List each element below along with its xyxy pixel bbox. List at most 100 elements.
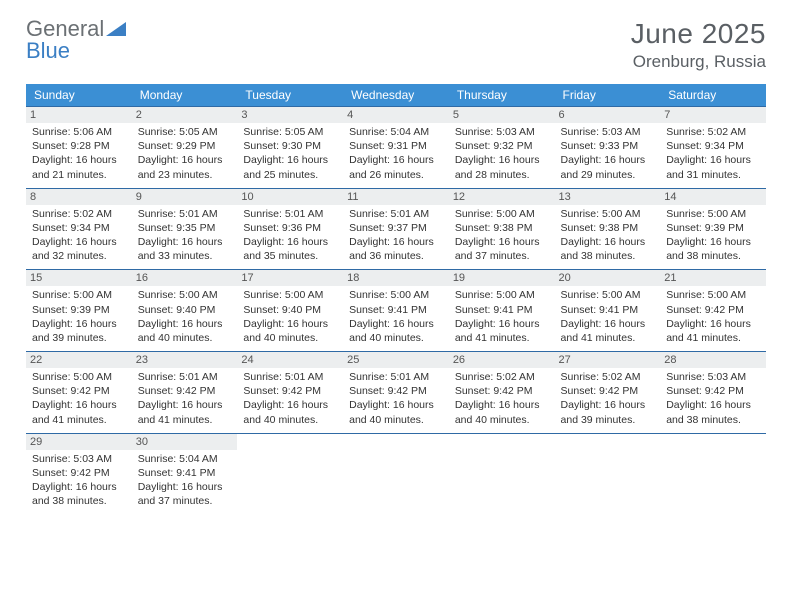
sunrise-text: Sunrise: 5:02 AM [666,125,760,139]
sunset-text: Sunset: 9:40 PM [243,303,337,317]
calendar-cell: 26Sunrise: 5:02 AMSunset: 9:42 PMDayligh… [449,352,555,434]
title-block: June 2025 Orenburg, Russia [631,18,766,72]
daylight-text-1: Daylight: 16 hours [561,153,655,167]
daylight-text-1: Daylight: 16 hours [666,317,760,331]
sunrise-text: Sunrise: 5:00 AM [666,207,760,221]
daylight-text-2: and 37 minutes. [138,494,232,508]
daylight-text-1: Daylight: 16 hours [349,235,443,249]
day-number: 20 [555,270,661,286]
calendar-cell: 5 Sunrise: 5:03 AMSunset: 9:32 PMDaylight… [449,107,555,189]
sunrise-text: Sunrise: 5:02 AM [561,370,655,384]
day-number: 14 [660,189,766,205]
sunrise-text: Sunrise: 5:01 AM [138,370,232,384]
daylight-text-2: and 28 minutes. [455,168,549,182]
calendar-cell: 6Sunrise: 5:03 AMSunset: 9:33 PMDaylight… [555,107,661,189]
sunset-text: Sunset: 9:42 PM [561,384,655,398]
sunrise-text: Sunrise: 5:05 AM [138,125,232,139]
sunrise-text: Sunrise: 5:04 AM [349,125,443,139]
sunrise-text: Sunrise: 5:01 AM [243,370,337,384]
daylight-text-2: and 29 minutes. [561,168,655,182]
dayname: Thursday [449,84,555,107]
day-number: 3 [237,107,343,123]
daylight-text-2: and 41 minutes. [561,331,655,345]
daylight-text-2: and 40 minutes. [138,331,232,345]
daylight-text-2: and 31 minutes. [666,168,760,182]
logo-word2: Blue [26,38,70,63]
dayname-row: Sunday Monday Tuesday Wednesday Thursday… [26,84,766,107]
calendar-week: 8Sunrise: 5:02 AMSunset: 9:34 PMDaylight… [26,188,766,270]
day-number: 17 [237,270,343,286]
day-number: 18 [343,270,449,286]
sunset-text: Sunset: 9:41 PM [455,303,549,317]
sunset-text: Sunset: 9:42 PM [349,384,443,398]
sunset-text: Sunset: 9:37 PM [349,221,443,235]
sunset-text: Sunset: 9:38 PM [561,221,655,235]
page-header: General Blue June 2025 Orenburg, Russia [26,18,766,72]
day-number: 13 [555,189,661,205]
daylight-text-2: and 38 minutes. [666,249,760,263]
calendar-week: 15Sunrise: 5:00 AMSunset: 9:39 PMDayligh… [26,270,766,352]
calendar-cell: 2Sunrise: 5:05 AMSunset: 9:29 PMDaylight… [132,107,238,189]
daylight-text-2: and 41 minutes. [666,331,760,345]
calendar-cell: 4Sunrise: 5:04 AMSunset: 9:31 PMDaylight… [343,107,449,189]
calendar-cell: 11Sunrise: 5:01 AMSunset: 9:37 PMDayligh… [343,188,449,270]
calendar-cell: 8Sunrise: 5:02 AMSunset: 9:34 PMDaylight… [26,188,132,270]
calendar-week: 22Sunrise: 5:00 AMSunset: 9:42 PMDayligh… [26,352,766,434]
calendar-cell: 16Sunrise: 5:00 AMSunset: 9:40 PMDayligh… [132,270,238,352]
day-number: 16 [132,270,238,286]
dayname: Tuesday [237,84,343,107]
sunrise-text: Sunrise: 5:03 AM [666,370,760,384]
day-number: 19 [449,270,555,286]
day-number: 27 [555,352,661,368]
day-number: 21 [660,270,766,286]
logo: General Blue [26,18,126,62]
sunrise-text: Sunrise: 5:00 AM [455,207,549,221]
sunrise-text: Sunrise: 5:03 AM [32,452,126,466]
sunrise-text: Sunrise: 5:05 AM [243,125,337,139]
daylight-text-1: Daylight: 16 hours [455,153,549,167]
calendar-cell: 7 Sunrise: 5:02 AMSunset: 9:34 PMDaylight… [660,107,766,189]
dayname: Wednesday [343,84,449,107]
daylight-text-2: and 36 minutes. [349,249,443,263]
sunset-text: Sunset: 9:34 PM [32,221,126,235]
sunset-text: Sunset: 9:34 PM [666,139,760,153]
calendar-week: 29Sunrise: 5:03 AMSunset: 9:42 PMDayligh… [26,433,766,514]
daylight-text-1: Daylight: 16 hours [138,153,232,167]
calendar-cell: 23Sunrise: 5:01 AMSunset: 9:42 PMDayligh… [132,352,238,434]
calendar-cell [660,433,766,514]
daylight-text-2: and 40 minutes. [455,413,549,427]
daylight-text-1: Daylight: 16 hours [243,317,337,331]
sunset-text: Sunset: 9:42 PM [32,384,126,398]
day-number: 5 [449,107,555,123]
calendar-cell: 30Sunrise: 5:04 AMSunset: 9:41 PMDayligh… [132,433,238,514]
day-number: 22 [26,352,132,368]
calendar-cell [237,433,343,514]
sunset-text: Sunset: 9:38 PM [455,221,549,235]
sunset-text: Sunset: 9:39 PM [32,303,126,317]
dayname: Sunday [26,84,132,107]
daylight-text-2: and 39 minutes. [32,331,126,345]
sunset-text: Sunset: 9:41 PM [138,466,232,480]
sunrise-text: Sunrise: 5:03 AM [455,125,549,139]
day-number: 29 [26,434,132,450]
calendar-cell: 18Sunrise: 5:00 AMSunset: 9:41 PMDayligh… [343,270,449,352]
sunrise-text: Sunrise: 5:00 AM [32,288,126,302]
sunrise-text: Sunrise: 5:00 AM [32,370,126,384]
calendar-cell: 14Sunrise: 5:00 AMSunset: 9:39 PMDayligh… [660,188,766,270]
daylight-text-1: Daylight: 16 hours [666,153,760,167]
sunset-text: Sunset: 9:42 PM [138,384,232,398]
day-number: 6 [555,107,661,123]
sunset-text: Sunset: 9:39 PM [666,221,760,235]
day-number: 7 [660,107,766,123]
sunset-text: Sunset: 9:40 PM [138,303,232,317]
sunset-text: Sunset: 9:32 PM [455,139,549,153]
calendar-cell: 21Sunrise: 5:00 AMSunset: 9:42 PMDayligh… [660,270,766,352]
sunset-text: Sunset: 9:36 PM [243,221,337,235]
sunrise-text: Sunrise: 5:01 AM [243,207,337,221]
daylight-text-2: and 37 minutes. [455,249,549,263]
daylight-text-2: and 21 minutes. [32,168,126,182]
daylight-text-2: and 38 minutes. [561,249,655,263]
sunset-text: Sunset: 9:30 PM [243,139,337,153]
daylight-text-2: and 39 minutes. [561,413,655,427]
daylight-text-2: and 40 minutes. [349,331,443,345]
